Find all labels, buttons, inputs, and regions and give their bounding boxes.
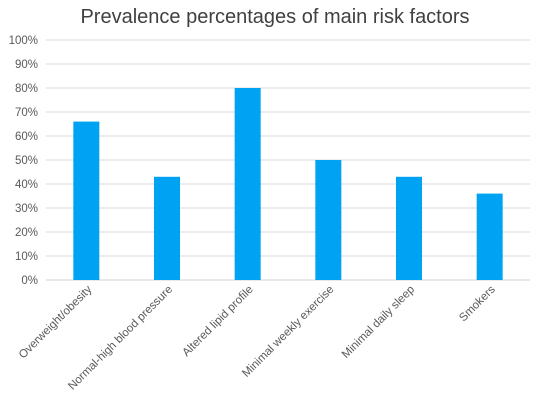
x-category-label: Minimal weekly exercise [240, 284, 336, 380]
y-axis-tick-labels: 0% 10% 20% 30% 40% 50% 60% 70% 80% 90% 100% [9, 35, 38, 287]
y-tick-label: 100% [9, 35, 38, 47]
bar [476, 193, 503, 280]
x-category-label: Altered lipid profile [180, 284, 255, 359]
bar [315, 160, 342, 280]
x-category-label: Overweight/obesity [17, 283, 95, 361]
gridlines [46, 39, 530, 281]
y-tick-label: 40% [15, 179, 38, 191]
y-tick-label: 70% [15, 107, 38, 119]
y-tick-label: 0% [21, 275, 38, 287]
bar [234, 88, 261, 280]
y-tick-label: 60% [15, 131, 38, 143]
x-category-label: Minimal daily sleep [340, 284, 417, 361]
bar [154, 176, 180, 280]
y-tick-label: 10% [15, 251, 38, 263]
y-tick-label: 20% [15, 227, 38, 239]
bar [73, 121, 100, 280]
x-category-label: Smokers [457, 283, 498, 324]
y-tick-label: 90% [15, 59, 38, 71]
chart-title: Prevalence percentages of main risk fact… [80, 6, 470, 28]
y-tick-label: 80% [15, 83, 38, 95]
bars [73, 88, 503, 280]
bar [396, 176, 422, 280]
y-tick-label: 30% [15, 203, 38, 215]
y-tick-label: 50% [15, 155, 38, 167]
